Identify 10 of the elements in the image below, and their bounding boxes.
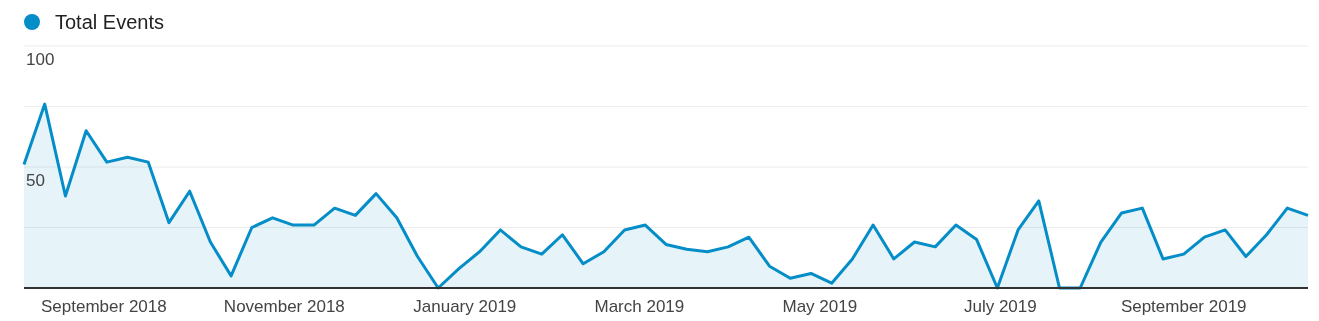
x-tick-label: September 2018 [41, 297, 167, 316]
x-tick-label: January 2019 [413, 297, 517, 316]
x-tick-label: May 2019 [782, 297, 858, 316]
x-tick-label: November 2018 [223, 297, 345, 316]
x-tick-label: July 2019 [963, 297, 1037, 316]
legend-label: Total Events [55, 11, 164, 33]
x-tick-label: March 2019 [594, 297, 685, 316]
y-tick-label: 50 [26, 171, 45, 190]
y-tick-label: 100 [26, 50, 55, 69]
x-tick-label: September 2019 [1120, 297, 1247, 316]
